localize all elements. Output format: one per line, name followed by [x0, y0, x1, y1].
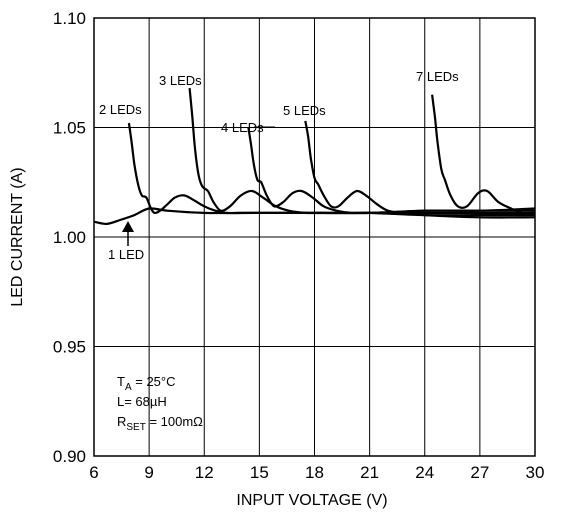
x-tick-label: 6 — [89, 463, 98, 482]
series-line-5-leds — [304, 120, 536, 219]
plot-frame — [93, 17, 536, 457]
label-4-leds: 4 LEDs — [221, 120, 264, 135]
x-tick-label: 30 — [526, 463, 545, 482]
series-line-3-leds — [188, 88, 535, 215]
y-tick-label: 1.00 — [53, 228, 86, 247]
x-tick-label: 12 — [195, 463, 214, 482]
condition-inductance: L= 68µH — [117, 394, 167, 409]
y-tick-label: 1.10 — [53, 9, 86, 28]
x-tick-label: 15 — [250, 463, 269, 482]
y-axis-title: LED CURRENT (A) — [9, 167, 26, 306]
x-tick-label: 27 — [470, 463, 489, 482]
series-line-7-leds — [431, 94, 536, 215]
series-lines — [93, 88, 536, 226]
label-1-led: 1 LED — [108, 247, 144, 262]
series-line-4-leds — [247, 127, 535, 217]
x-axis-title: INPUT VOLTAGE (V) — [236, 492, 387, 509]
tick-labels: 6 9 12 15 18 21 24 27 30 0.90 0.95 1.00 1.05 1.10 — [53, 9, 545, 482]
x-tick-label: 9 — [144, 463, 153, 482]
y-tick-label: 0.90 — [53, 447, 86, 466]
condition-temperature: TA = 25°C — [117, 374, 176, 393]
label-5-leds: 5 LEDs — [283, 103, 326, 118]
y-tick-label: 0.95 — [53, 338, 86, 357]
x-tick-label: 24 — [415, 463, 434, 482]
x-tick-label: 18 — [305, 463, 324, 482]
label-2-leds: 2 LEDs — [99, 102, 142, 117]
label-7-leds: 7 LEDs — [416, 69, 459, 84]
x-tick-label: 21 — [360, 463, 379, 482]
label-3-leds: 3 LEDs — [159, 73, 202, 88]
condition-rset: RSET = 100mΩ — [117, 414, 203, 433]
arrow-1-led-head — [122, 221, 134, 232]
grid — [94, 18, 535, 456]
y-tick-label: 1.05 — [53, 119, 86, 138]
